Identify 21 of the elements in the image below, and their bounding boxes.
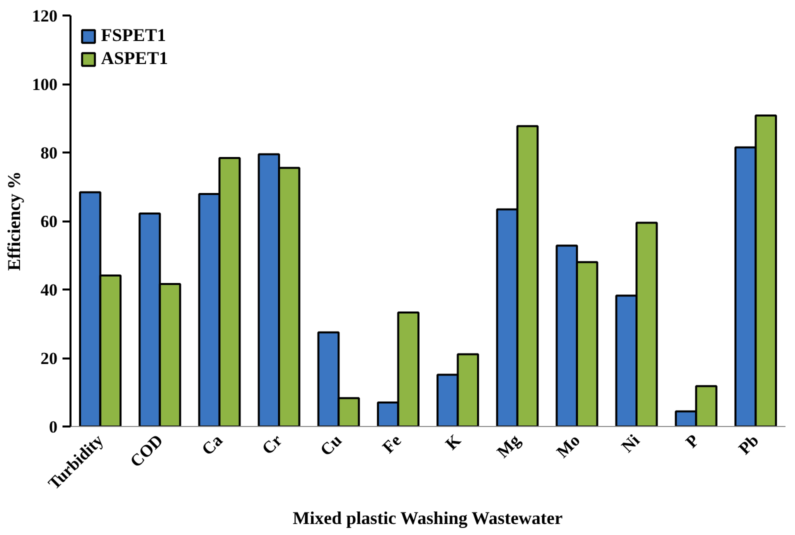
legend-label: FSPET1 <box>101 25 166 46</box>
x-tick-label: Cu <box>316 430 346 460</box>
y-tick-label: 120 <box>32 6 58 26</box>
x-tick-label: Fe <box>378 430 406 457</box>
x-tick-label: Mg <box>493 430 524 462</box>
legend-label: ASPET1 <box>101 48 168 69</box>
y-axis-title: Efficiency % <box>4 171 24 271</box>
x-tick-label: Ca <box>198 430 227 459</box>
y-tick-label: 80 <box>40 144 58 162</box>
x-tick-label: Mo <box>552 430 584 462</box>
y-tick-label: 20 <box>40 349 58 368</box>
y-tick-label: 0 <box>49 418 58 436</box>
x-tick-label: Cr <box>258 430 286 458</box>
y-tick-label: 100 <box>32 75 58 94</box>
x-tick-label: K <box>442 430 466 454</box>
x-tick-label: P <box>682 430 703 452</box>
y-tick-label: 60 <box>40 212 58 231</box>
x-tick-label: Ni <box>618 430 644 456</box>
y-tick-label: 40 <box>40 280 58 300</box>
x-tick-label: Pb <box>734 430 762 458</box>
x-axis-title: Mixed plastic Washing Wastewater <box>292 508 563 528</box>
